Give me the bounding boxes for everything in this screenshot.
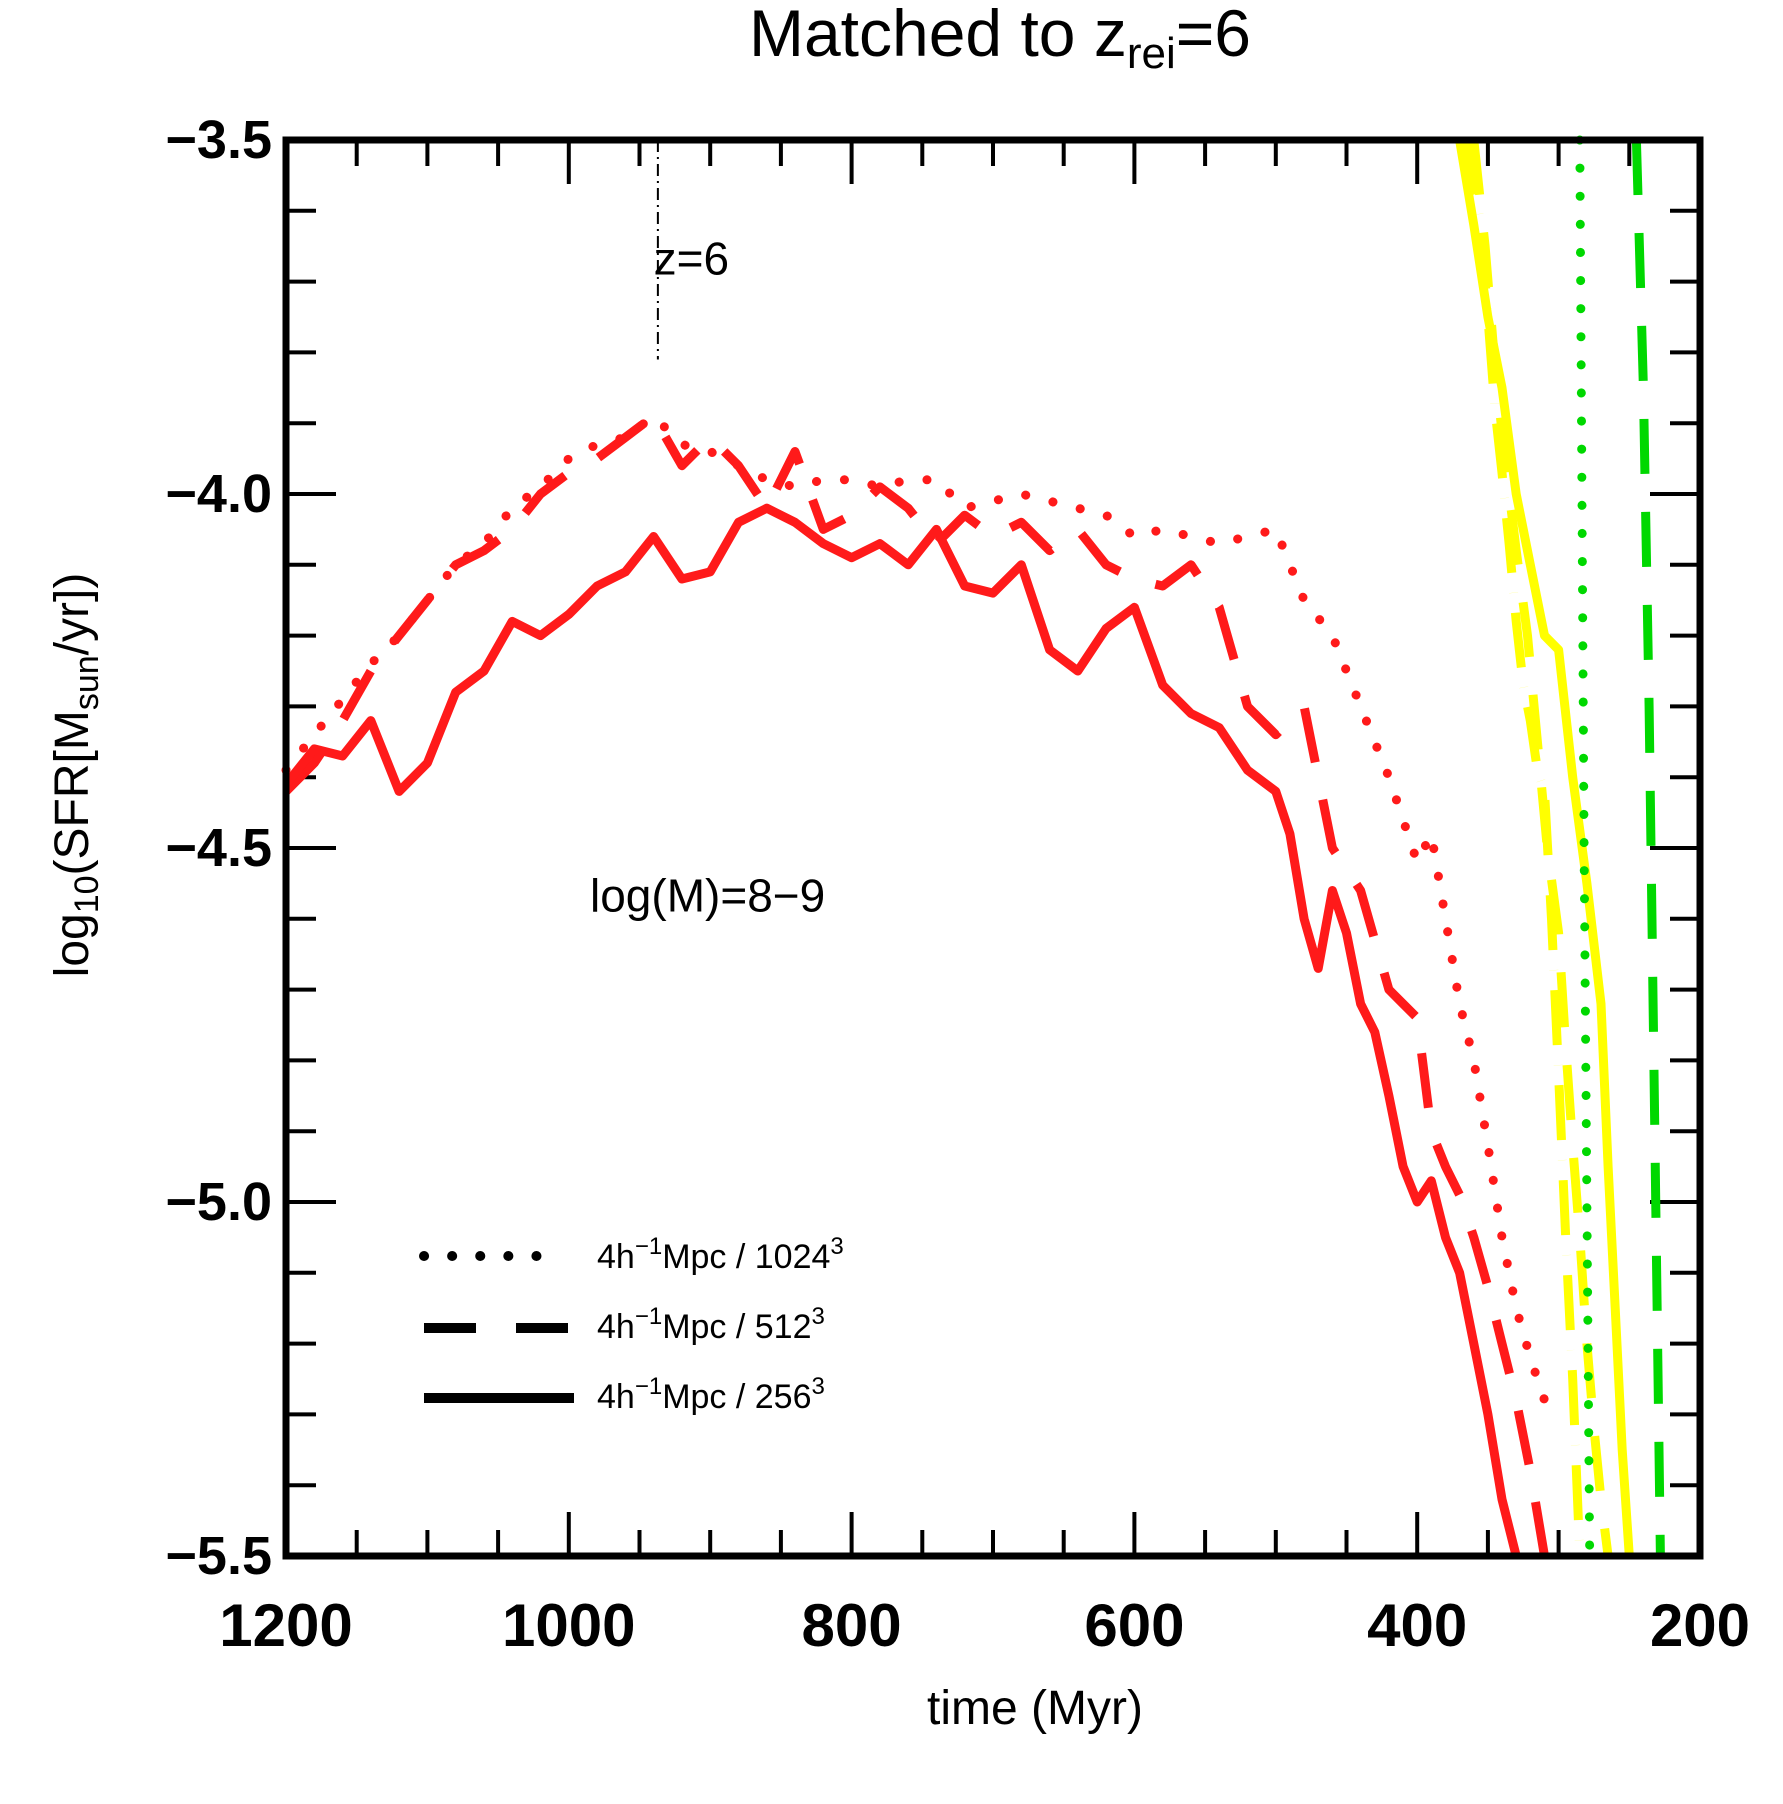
legend-label-512-mid: Mpc / 512 bbox=[662, 1308, 811, 1346]
y-tick-label-4: −5.5 bbox=[165, 1526, 272, 1586]
x-tick-label-2: 800 bbox=[802, 1592, 902, 1659]
legend-label-1024: 4h−1Mpc / 10243 bbox=[597, 1233, 844, 1276]
chart-title-suffix: =6 bbox=[1176, 0, 1251, 70]
series-line-4 bbox=[1469, 139, 1613, 1557]
legend-label-256-sup1: −1 bbox=[635, 1373, 662, 1400]
series-line-7 bbox=[1631, 139, 1665, 1557]
legend-label-256-prefix: 4h bbox=[597, 1378, 635, 1416]
x-tick-labels: 1200 1000 800 600 400 200 bbox=[219, 1592, 1750, 1659]
series-line-2 bbox=[282, 503, 1521, 1558]
legend-label-1024-sup1: −1 bbox=[635, 1233, 662, 1260]
x-tick-label-3: 600 bbox=[1084, 1592, 1184, 1659]
legend-label-256: 4h−1Mpc / 2563 bbox=[597, 1373, 825, 1416]
y-tick-label-2: −4.5 bbox=[165, 818, 272, 878]
legend-label-512-sup1: −1 bbox=[635, 1303, 662, 1330]
chart-title: Matched to zrei=6 bbox=[749, 0, 1251, 78]
legend-label-512: 4h−1Mpc / 5123 bbox=[597, 1303, 825, 1346]
y-axis-label-mid: (SFR[M bbox=[46, 710, 99, 875]
legend-label-1024-sup2: 3 bbox=[830, 1233, 843, 1260]
chart-title-main: Matched to z bbox=[749, 0, 1127, 70]
legend-label-1024-mid: Mpc / 1024 bbox=[662, 1238, 830, 1276]
annotation-0: z=6 bbox=[654, 233, 729, 285]
chart-title-subscript: rei bbox=[1127, 29, 1176, 78]
series-line-6 bbox=[1575, 135, 1595, 1561]
y-tick-label-3: −5.0 bbox=[165, 1172, 272, 1232]
legend-entry-256: 4h−1Mpc / 2563 bbox=[424, 1373, 825, 1416]
y-axis-label-sub-sun: sun bbox=[68, 655, 106, 710]
legend-label-512-sup2: 3 bbox=[812, 1303, 825, 1330]
legend: 4h−1Mpc / 10243 4h−1Mpc / 5123 4h−1Mpc /… bbox=[419, 1233, 844, 1416]
legend-label-256-sup2: 3 bbox=[812, 1373, 825, 1400]
series-line-0 bbox=[281, 411, 1549, 1405]
y-axis-label-sub-10: 10 bbox=[68, 875, 106, 913]
legend-entry-1024: 4h−1Mpc / 10243 bbox=[419, 1233, 844, 1276]
legend-entry-512: 4h−1Mpc / 5123 bbox=[424, 1303, 825, 1346]
x-tick-label-5: 200 bbox=[1650, 1592, 1750, 1659]
series-layer bbox=[281, 135, 1665, 1561]
y-tick-label-0: −3.5 bbox=[165, 110, 272, 170]
annotation-1: log(M)=8−9 bbox=[590, 870, 825, 922]
series-line-5 bbox=[1455, 139, 1634, 1557]
y-tick-label-1: −4.0 bbox=[165, 464, 272, 524]
x-axis-label: time (Myr) bbox=[927, 1682, 1143, 1735]
y-axis-label: log10(SFR[Msun/yr]) bbox=[46, 573, 106, 978]
annotation-layer: z=6 log(M)=8−9 bbox=[590, 233, 825, 922]
y-axis-label-suffix: /yr]) bbox=[46, 573, 99, 656]
x-tick-label-4: 400 bbox=[1367, 1592, 1467, 1659]
y-tick-labels: −3.5 −4.0 −4.5 −5.0 −5.5 bbox=[165, 110, 272, 1586]
plot-frame bbox=[282, 136, 1704, 1560]
x-tick-label-1: 1000 bbox=[502, 1592, 635, 1659]
legend-label-1024-prefix: 4h bbox=[597, 1238, 635, 1276]
y-axis-label-log: log bbox=[46, 913, 99, 977]
legend-label-512-prefix: 4h bbox=[597, 1308, 635, 1346]
x-tick-label-0: 1200 bbox=[219, 1592, 352, 1659]
legend-label-256-mid: Mpc / 256 bbox=[662, 1378, 811, 1416]
